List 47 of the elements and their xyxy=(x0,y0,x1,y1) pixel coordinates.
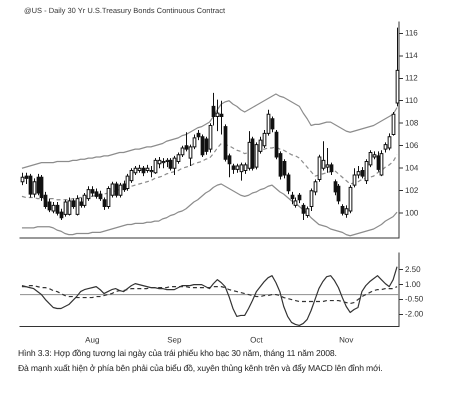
candlestick xyxy=(240,162,244,182)
candlestick xyxy=(106,186,110,210)
y-tick-label: 112 xyxy=(405,73,418,82)
y-tick-label: 110 xyxy=(405,96,418,105)
y-tick-label: -0.50 xyxy=(405,294,424,304)
candlestick xyxy=(52,202,56,214)
x-tick-label: Sep xyxy=(167,335,182,344)
candlestick xyxy=(20,172,24,186)
candlestick xyxy=(64,199,68,218)
y-tick-label: 104 xyxy=(405,163,419,172)
candlestick xyxy=(68,197,72,216)
candlestick xyxy=(118,182,122,198)
candlestick xyxy=(340,204,344,216)
candlestick xyxy=(168,158,172,171)
y-tick-label: 102 xyxy=(405,186,419,195)
candlestick xyxy=(200,134,204,158)
candlestick xyxy=(172,155,176,176)
candlestick xyxy=(162,158,166,169)
y-tick-label: 2.50 xyxy=(405,264,422,274)
candlestick xyxy=(380,150,384,177)
candlestick xyxy=(114,181,118,198)
x-tick-label: Nov xyxy=(339,335,354,344)
candlestick xyxy=(90,186,94,197)
y-tick-label: 108 xyxy=(405,118,419,128)
candlestick xyxy=(326,148,330,174)
text: Hình 3.3: Hợp đồng tương lai ngày của trái phiếu kho bạc 30 năm, tháng 11 năm 2008. xyxy=(18,347,338,360)
candlestick xyxy=(336,184,340,205)
candlestick xyxy=(32,178,36,198)
y-tick-label: 100 xyxy=(405,208,419,218)
candlestick xyxy=(216,99,220,132)
candlestick xyxy=(154,158,158,174)
x-tick-label: Oct xyxy=(250,335,264,344)
text: Đà mạnh xuất hiện ở phía bên phải của biểu đồ, xuyên thủng kênh trên và đẩy MACD lên đỉnh mới. xyxy=(18,362,383,375)
candlestick xyxy=(94,188,98,200)
x-tick-label: Aug xyxy=(85,335,100,344)
y-tick-label: 114 xyxy=(405,50,418,60)
candlestick xyxy=(76,194,80,216)
candlestick xyxy=(290,191,294,205)
candlestick xyxy=(28,173,32,198)
candlestick xyxy=(298,192,302,204)
candlestick xyxy=(302,202,306,220)
candlestick xyxy=(142,166,146,177)
y-tick-label: -2.00 xyxy=(405,310,424,319)
candlestick xyxy=(56,202,60,216)
y-tick-label: 116 xyxy=(405,28,418,38)
y-tick-label: 1.00 xyxy=(405,280,422,289)
y-tick-label: 106 xyxy=(405,140,419,150)
